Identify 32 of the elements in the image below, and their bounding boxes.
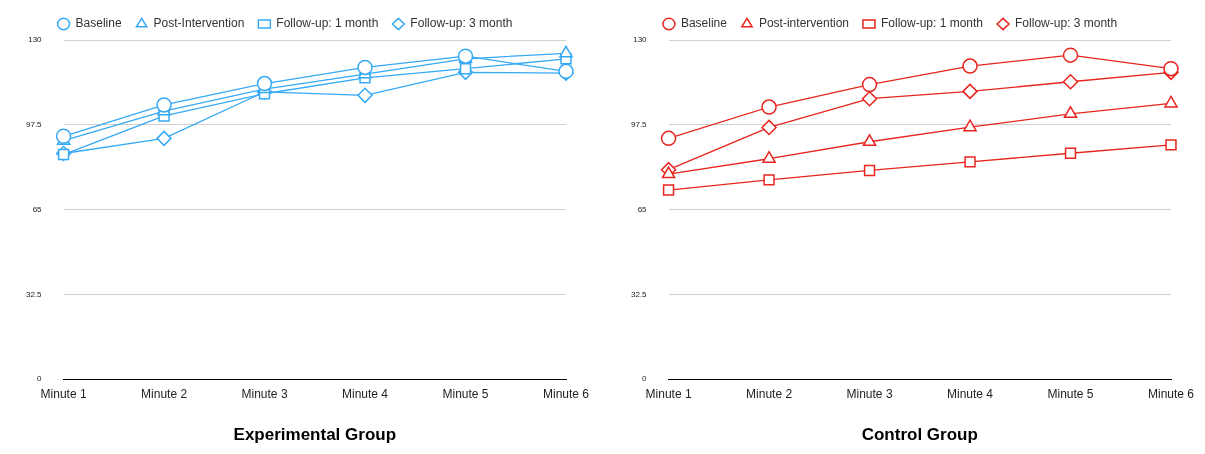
legend-label: Follow-up: 1 month — [880, 16, 984, 31]
x-tick-label: Minute 2 — [746, 386, 793, 401]
x-tick-label: Minute 1 — [645, 386, 692, 401]
y-tick-label: 130 — [633, 35, 648, 45]
y-tick-label: 130 — [28, 35, 43, 45]
x-tick-label: Minute 5 — [442, 386, 489, 401]
y-tick-label: 65 — [637, 204, 648, 214]
x-tick-label: Minute 2 — [141, 386, 188, 401]
legend-label: Post-Intervention — [153, 16, 245, 31]
legend-label: Baseline — [680, 16, 728, 31]
x-tick-label: Minute 4 — [342, 386, 389, 401]
x-tick-label: Minute 3 — [241, 386, 288, 401]
legend-label: Follow-up: 3 month — [1015, 16, 1118, 31]
y-tick-label: 97.5 — [25, 120, 43, 129]
x-tick-label: Minute 4 — [947, 386, 994, 401]
x-axis-title: Experimental Group — [233, 425, 397, 445]
x-tick-label: Minute 6 — [542, 386, 590, 401]
y-tick-label: 32.5 — [25, 289, 43, 299]
x-tick-label: Minute 3 — [846, 386, 893, 401]
x-axis-title: Control Group — [861, 425, 978, 445]
legend-label: Baseline — [75, 16, 122, 31]
x-tick-label: Minute 5 — [1047, 386, 1094, 401]
y-tick-label: 0 — [37, 374, 43, 384]
y-tick-label: 65 — [32, 204, 43, 214]
y-tick-label: 32.5 — [630, 289, 648, 299]
y-tick-label: 0 — [642, 374, 648, 384]
legend-label: Follow-up: 1 month — [276, 16, 379, 31]
y-tick-label: 97.5 — [630, 120, 648, 129]
x-tick-label: Minute 6 — [1147, 386, 1195, 401]
x-tick-label: Minute 1 — [40, 386, 87, 401]
legend-label: Post-intervention — [758, 16, 849, 31]
legend-label: Follow-up: 3 month — [410, 16, 513, 31]
